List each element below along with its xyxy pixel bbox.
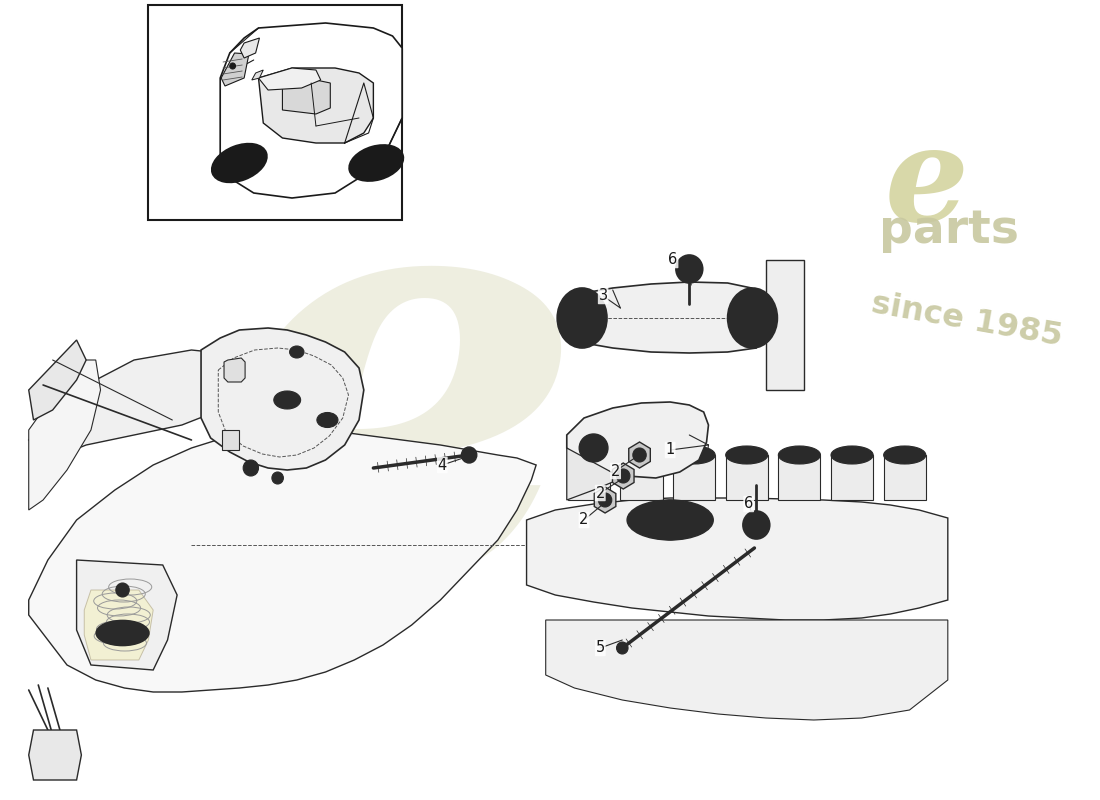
Ellipse shape bbox=[737, 300, 768, 336]
Text: parts: parts bbox=[879, 208, 1020, 253]
Ellipse shape bbox=[673, 446, 715, 464]
Ellipse shape bbox=[96, 621, 148, 646]
Ellipse shape bbox=[727, 288, 778, 348]
Text: 2: 2 bbox=[580, 513, 588, 527]
Circle shape bbox=[632, 448, 646, 462]
Polygon shape bbox=[29, 730, 81, 780]
Polygon shape bbox=[224, 358, 245, 382]
Circle shape bbox=[617, 469, 630, 483]
Ellipse shape bbox=[883, 446, 926, 464]
Ellipse shape bbox=[349, 145, 404, 181]
Ellipse shape bbox=[317, 413, 338, 427]
Ellipse shape bbox=[830, 446, 873, 464]
Circle shape bbox=[742, 511, 770, 539]
Polygon shape bbox=[779, 455, 821, 500]
Text: 2: 2 bbox=[610, 463, 620, 478]
Circle shape bbox=[651, 500, 690, 540]
Polygon shape bbox=[220, 23, 403, 198]
Polygon shape bbox=[29, 360, 100, 510]
Circle shape bbox=[230, 63, 235, 69]
Text: 1: 1 bbox=[666, 442, 674, 458]
Circle shape bbox=[114, 625, 130, 641]
Circle shape bbox=[742, 308, 762, 328]
Polygon shape bbox=[629, 442, 650, 468]
Circle shape bbox=[243, 460, 258, 476]
Polygon shape bbox=[283, 80, 330, 114]
Text: since 1985: since 1985 bbox=[869, 288, 1065, 352]
Ellipse shape bbox=[212, 144, 267, 182]
Polygon shape bbox=[221, 53, 249, 86]
Circle shape bbox=[682, 261, 697, 277]
Circle shape bbox=[272, 472, 284, 484]
Text: 4: 4 bbox=[438, 458, 447, 473]
Bar bbox=[148, 5, 403, 220]
Ellipse shape bbox=[580, 434, 608, 462]
Text: 5: 5 bbox=[596, 641, 605, 655]
Ellipse shape bbox=[726, 446, 768, 464]
Circle shape bbox=[617, 642, 628, 654]
Polygon shape bbox=[29, 350, 268, 460]
Circle shape bbox=[586, 440, 602, 456]
Ellipse shape bbox=[568, 446, 609, 464]
Polygon shape bbox=[726, 455, 768, 500]
Polygon shape bbox=[29, 340, 86, 420]
Text: 2: 2 bbox=[595, 486, 605, 501]
Polygon shape bbox=[252, 70, 263, 80]
Polygon shape bbox=[201, 328, 364, 470]
Ellipse shape bbox=[566, 300, 597, 336]
Polygon shape bbox=[29, 428, 536, 692]
Polygon shape bbox=[620, 455, 662, 500]
Text: 6: 6 bbox=[744, 497, 754, 511]
Ellipse shape bbox=[274, 391, 300, 409]
Polygon shape bbox=[258, 68, 373, 143]
Polygon shape bbox=[566, 282, 766, 353]
Ellipse shape bbox=[108, 626, 136, 640]
Circle shape bbox=[675, 255, 703, 283]
Circle shape bbox=[749, 517, 764, 533]
Polygon shape bbox=[830, 455, 873, 500]
Polygon shape bbox=[766, 260, 804, 390]
Polygon shape bbox=[566, 448, 623, 500]
Polygon shape bbox=[673, 455, 715, 500]
Circle shape bbox=[462, 447, 476, 463]
Ellipse shape bbox=[558, 288, 607, 348]
Circle shape bbox=[598, 493, 612, 507]
Text: 3: 3 bbox=[598, 289, 607, 303]
Ellipse shape bbox=[627, 500, 713, 540]
Polygon shape bbox=[222, 430, 240, 450]
Circle shape bbox=[116, 583, 129, 597]
Polygon shape bbox=[77, 560, 177, 670]
Ellipse shape bbox=[367, 157, 386, 170]
Polygon shape bbox=[883, 455, 926, 500]
Ellipse shape bbox=[779, 446, 821, 464]
Circle shape bbox=[572, 308, 592, 328]
Polygon shape bbox=[527, 498, 948, 620]
Polygon shape bbox=[546, 620, 948, 720]
Polygon shape bbox=[568, 455, 609, 500]
Polygon shape bbox=[258, 68, 321, 90]
Polygon shape bbox=[566, 402, 708, 478]
Ellipse shape bbox=[220, 150, 258, 176]
Ellipse shape bbox=[358, 150, 395, 175]
Ellipse shape bbox=[289, 346, 304, 358]
Text: e: e bbox=[884, 120, 969, 249]
Polygon shape bbox=[594, 487, 616, 513]
Polygon shape bbox=[240, 38, 260, 58]
Text: 6: 6 bbox=[669, 253, 678, 267]
Polygon shape bbox=[85, 590, 153, 660]
Ellipse shape bbox=[229, 156, 250, 170]
Ellipse shape bbox=[620, 446, 662, 464]
Text: e: e bbox=[214, 134, 585, 698]
Polygon shape bbox=[613, 463, 634, 489]
